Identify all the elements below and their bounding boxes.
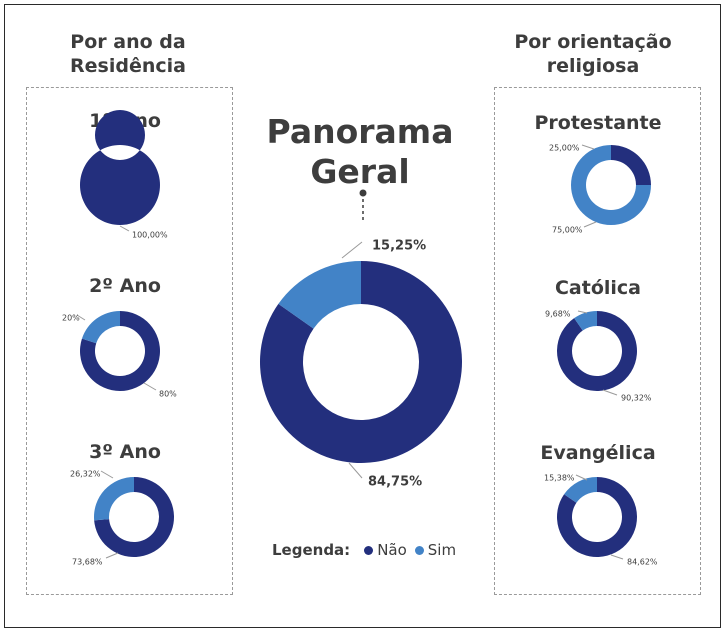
donut-geral-slice-sim — [278, 261, 361, 329]
legend-sim-text: Sim — [427, 541, 457, 559]
donut-ano2-leader-sim — [76, 314, 86, 321]
donut-ano2-slice-nao — [80, 311, 160, 391]
donut-ano3-label-sim: 26,32% — [70, 470, 101, 479]
legend: Legenda: Não Sim — [272, 541, 456, 559]
right-title-line1: Por orientação — [514, 31, 672, 53]
donut-ano3-leader-sim — [100, 470, 114, 479]
donut-ano3-label-nao: 73,68% — [72, 558, 103, 567]
donut-title-protestante: Protestante — [534, 112, 662, 134]
legend-nao-swatch — [364, 545, 374, 555]
legend-nao-text: Não — [377, 541, 407, 559]
donut-protestante-slice-nao — [611, 145, 651, 185]
pointer-dot — [359, 189, 367, 197]
donut-title-ano3: 3º Ano — [89, 441, 161, 463]
donut-ano1-label-nao: 100,00% — [132, 231, 168, 240]
donut-ano1-slice-nao — [79, 109, 160, 225]
donut-geral-leader-nao — [348, 462, 363, 479]
donut-ano2-leader-nao — [143, 382, 157, 391]
donut-title-catolica: Católica — [554, 277, 641, 299]
donut-ano2-label-nao: 80% — [159, 390, 177, 399]
donut-geral-label-nao: 84,75% — [368, 475, 422, 490]
donut-catolica-label-nao: 90,32% — [621, 394, 652, 403]
infographic-frame — [4, 4, 721, 628]
donut-protestante-leader-sim — [583, 221, 597, 228]
donut-geral-leader-sim — [341, 241, 363, 259]
center-title-line2: Geral — [310, 152, 410, 191]
donut-catolica-label-sim: 9,68% — [545, 310, 571, 319]
donut-protestante-slice-sim — [571, 145, 651, 225]
donut-evangelica-slice-sim — [564, 477, 597, 503]
donut-evangelica-label-sim: 15,38% — [544, 474, 575, 483]
legend-label: Legenda: — [272, 541, 351, 559]
donut-protestante-leader-nao — [581, 144, 595, 150]
donut-protestante-label-nao: 25,00% — [549, 144, 580, 153]
donut-geral-label-sim: 15,25% — [372, 239, 426, 254]
donut-ano2-label-sim: 20% — [62, 314, 80, 323]
left-dashed-panel — [26, 87, 233, 595]
donut-evangelica-leader-sim — [575, 474, 588, 481]
donut-ano3-leader-nao — [105, 552, 119, 559]
donut-geral-slice-nao — [260, 261, 462, 463]
right-dashed-panel — [494, 87, 701, 595]
left-title-line1: Por ano da — [70, 31, 186, 53]
donut-evangelica-slice-nao — [556, 477, 637, 557]
center-title-line1: Panorama — [266, 112, 454, 151]
left-title-line2: Residência — [70, 55, 186, 77]
donut-ano2-slice-sim — [81, 311, 120, 344]
donut-ano1-leader-nao — [119, 225, 130, 232]
donut-title-evangelica: Evangélica — [540, 442, 656, 464]
center-title: Panorama Geral — [240, 112, 480, 192]
donut-ano3-slice-nao — [94, 477, 174, 558]
right-title-line2: religiosa — [546, 55, 640, 77]
donut-evangelica-label-nao: 84,62% — [627, 558, 658, 567]
donut-catolica-leader-sim — [577, 310, 588, 314]
donut-ano3-slice-sim — [94, 477, 134, 521]
donut-evangelica-leader-nao — [610, 554, 624, 560]
right-section-title: Por orientação religiosa — [493, 30, 693, 78]
donut-catolica-slice-sim — [574, 311, 597, 331]
left-section-title: Por ano da Residência — [28, 30, 228, 78]
legend-sim-swatch — [414, 545, 424, 555]
donut-protestante-label-sim: 75,00% — [552, 226, 583, 235]
donut-title-ano2: 2º Ano — [89, 275, 161, 297]
donut-catolica-slice-nao — [557, 311, 637, 391]
donut-catolica-leader-nao — [602, 389, 618, 396]
